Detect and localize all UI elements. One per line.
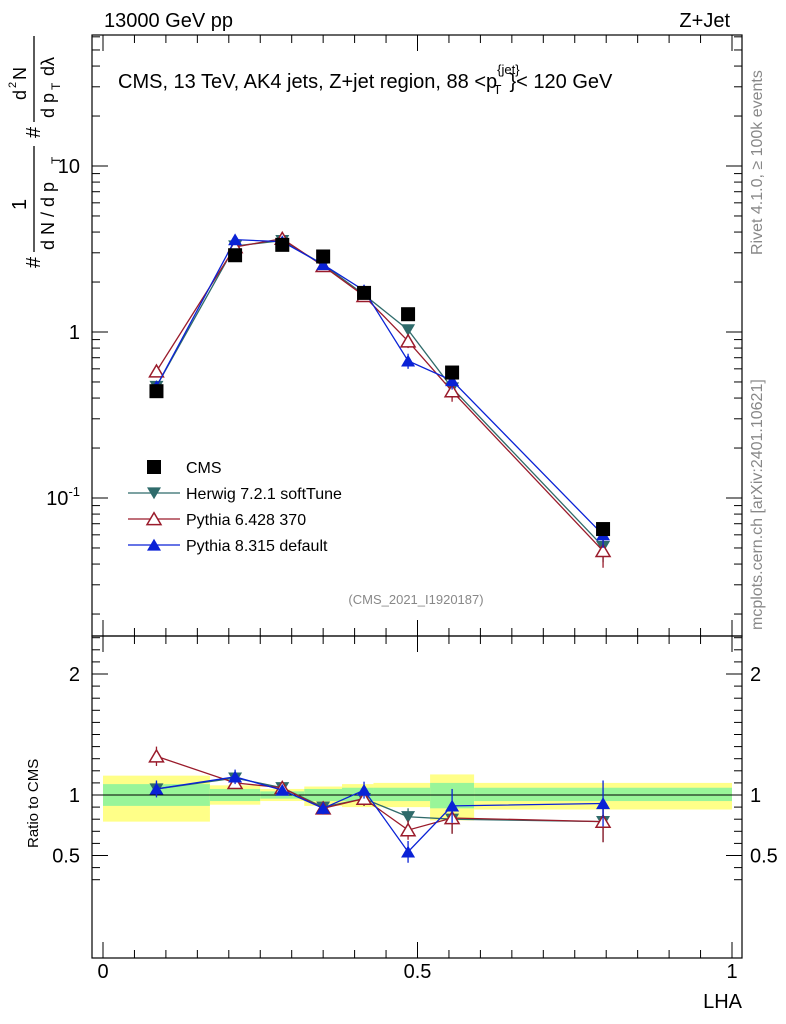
- series-line-pythia6: [155, 237, 604, 552]
- ratio-y-tick-label-right: 1: [750, 785, 761, 807]
- data-point: [316, 249, 331, 264]
- svg-text:T: T: [49, 82, 63, 90]
- legend-label-cms: CMS: [186, 460, 222, 477]
- ratio-y-tick-label: 0.5: [52, 846, 80, 868]
- legend-label-pythia8: Pythia 8.315 default: [186, 538, 328, 555]
- data-point: [316, 258, 331, 271]
- svg-text:d p: d p: [38, 93, 58, 118]
- x-tick-label: 0: [97, 961, 108, 983]
- legend-marker-cms: [147, 460, 161, 474]
- header-right: Z+Jet: [679, 10, 730, 32]
- svg-text:2: 2: [7, 82, 19, 88]
- data-point: [445, 799, 460, 812]
- data-point: [401, 354, 416, 367]
- svg-text:d N / d p: d N / d p: [38, 182, 58, 250]
- svg-text:#: #: [23, 256, 45, 268]
- data-point: [275, 237, 290, 252]
- legend: CMS Herwig 7.2.1 softTune Pythia 6.428 370…: [128, 460, 342, 555]
- legend-marker-pythia8: [147, 538, 161, 551]
- data-point: [149, 384, 164, 399]
- data-point: [401, 811, 416, 824]
- ratio-band-green: [373, 787, 431, 802]
- data-point: [401, 307, 416, 322]
- data-point: [357, 285, 372, 300]
- data-point: [443, 383, 461, 398]
- svg-text:dλ: dλ: [38, 57, 58, 76]
- ratio-y-tick-label: 1: [69, 785, 80, 807]
- analysis-watermark: (CMS_2021_I1920187): [348, 592, 483, 607]
- svg-text:d: d: [10, 90, 30, 100]
- data-point: [357, 783, 372, 796]
- x-tick-label: 1: [726, 961, 737, 983]
- data-point: [445, 365, 460, 380]
- main-plot-panel: 10-1 1 10: [46, 34, 743, 637]
- series-cms: [149, 237, 611, 537]
- main-title: CMS, 13 TeV, AK4 jets, Z+jet region, 88 …: [118, 62, 613, 97]
- ratio-ylabel: Ratio to CMS: [25, 759, 42, 848]
- svg-text:N: N: [10, 67, 30, 80]
- data-point: [228, 770, 243, 783]
- header-left: 13000 GeV pp: [104, 10, 233, 32]
- ratio-plot-panel: 0 0.5 1 0.5 0.5 1 1 2 2: [52, 635, 778, 983]
- ratio-y-tick-label-right: 2: [750, 664, 761, 686]
- data-point: [596, 797, 611, 810]
- data-point: [594, 543, 612, 558]
- data-point: [401, 324, 416, 337]
- data-point: [148, 363, 165, 378]
- svg-text:T: T: [49, 156, 63, 164]
- series-line-pythia8: [155, 238, 604, 536]
- ratio-y-tick-label: 2: [69, 664, 80, 686]
- legend-marker-herwig: [147, 487, 161, 500]
- data-point: [228, 248, 243, 263]
- data-point: [401, 845, 416, 858]
- x-axis-label: LHA: [703, 991, 743, 1013]
- data-point: [596, 522, 611, 537]
- y-tick-label: 1: [69, 322, 80, 344]
- y-tick-label: 10-1: [46, 484, 80, 510]
- data-point: [228, 233, 243, 246]
- legend-label-herwig: Herwig 7.2.1 softTune: [186, 486, 342, 503]
- x-tick-label: 0.5: [404, 961, 432, 983]
- ratio-y-tick-label-right: 0.5: [750, 846, 778, 868]
- data-point: [148, 748, 165, 763]
- data-point: [399, 822, 417, 837]
- data-point: [149, 782, 164, 795]
- mcplots-label: mcplots.cern.ch [arXiv:2401.10621]: [749, 379, 766, 630]
- legend-label-pythia6: Pythia 6.428 370: [186, 512, 306, 529]
- series-line-pythia6: [156, 755, 604, 831]
- main-ylabel: # 1 d N / d p T # d 2 N d p T dλ: [7, 36, 63, 268]
- series-line-pythia8: [156, 776, 604, 853]
- data-point: [275, 783, 290, 796]
- data-point: [399, 333, 417, 348]
- data-point: [316, 802, 331, 814]
- series-pythia8: [149, 769, 611, 863]
- data-point: [445, 374, 460, 387]
- legend-marker-pythia6: [145, 511, 163, 526]
- rivet-version-label: Rivet 4.1.0, ≥ 100k events: [749, 70, 766, 255]
- svg-text:1: 1: [9, 199, 31, 210]
- y-tick-label: 10: [58, 156, 80, 178]
- svg-text:#: #: [23, 126, 45, 138]
